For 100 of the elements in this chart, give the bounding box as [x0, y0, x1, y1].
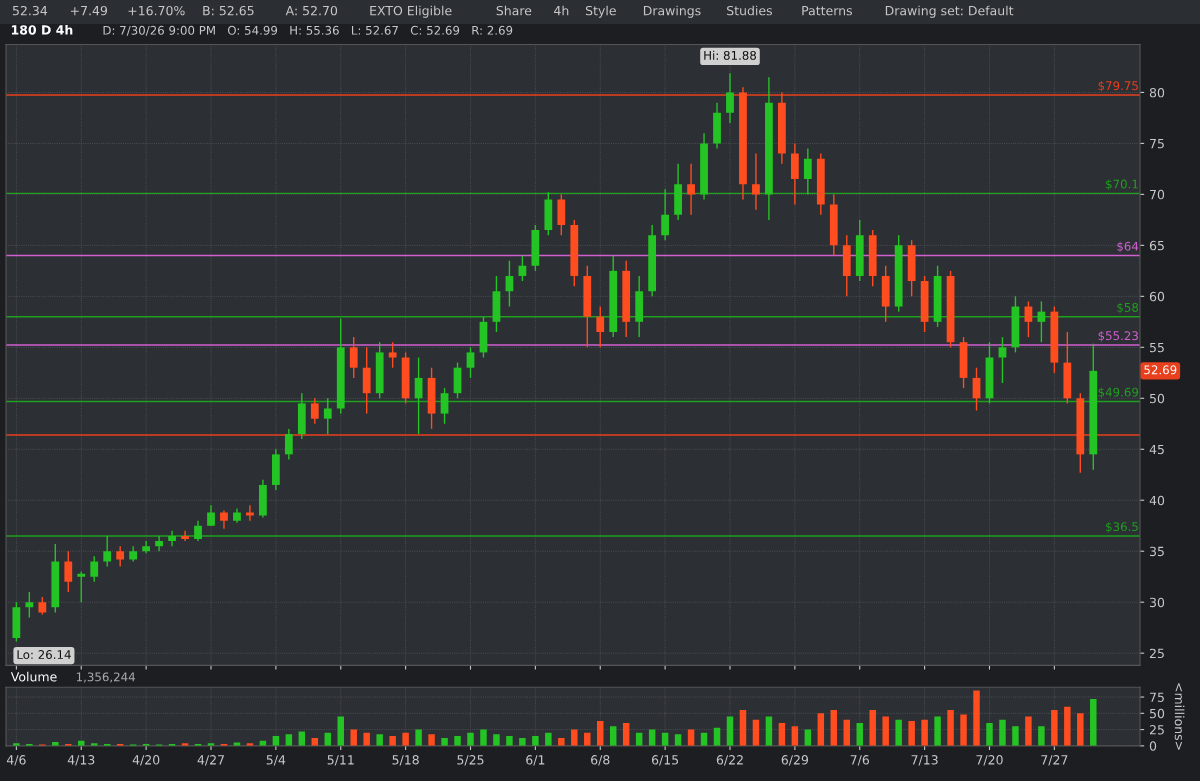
candlestick: [194, 519, 202, 542]
y-tick-label: 75: [1150, 692, 1164, 702]
chart-title: 180 D 4h: [11, 24, 73, 35]
bar: [1077, 713, 1084, 746]
bar: [960, 714, 967, 746]
ref-line-label: $36.5: [1106, 521, 1138, 533]
x-tick-label: 5/25: [457, 755, 484, 766]
ref-line-label: $70.1: [1106, 179, 1138, 191]
text: Patterns: [802, 6, 852, 16]
bar: [1090, 698, 1097, 746]
bar: [921, 719, 928, 746]
y-tick-label: 50: [1149, 708, 1165, 719]
y-tick-label: 25: [1149, 725, 1164, 735]
x-tick-label: 7/20: [976, 755, 1003, 766]
text: +16.70%: [128, 5, 185, 16]
y-tick-label: 35: [1149, 546, 1164, 557]
candlestick: [440, 387, 449, 425]
chart-subtitle: 1,356,244: [76, 672, 136, 683]
candlestick: [103, 535, 112, 568]
y-axis-title: <millions>: [1174, 683, 1185, 750]
x-tick-label: 5/18: [392, 755, 419, 766]
bar: [1012, 726, 1019, 746]
x-tick-label: 7/27: [1041, 755, 1068, 766]
x-tick-label: 6/15: [651, 755, 679, 766]
bar: [532, 736, 539, 746]
text: EXTO Eligible: [370, 5, 452, 18]
bar: [545, 732, 552, 746]
candlestick: [207, 504, 215, 527]
candlestick: [25, 591, 34, 619]
text: Studies: [727, 5, 772, 16]
ref-line-label: $55.23: [1098, 331, 1138, 342]
bar: [856, 723, 863, 746]
candlestick: [181, 530, 189, 542]
bar: [402, 732, 409, 746]
candlestick: [64, 550, 73, 593]
candlestick: [323, 397, 332, 435]
candlestick: [803, 147, 812, 196]
y-tick-label: 70: [1150, 189, 1165, 200]
candlestick: [687, 163, 695, 216]
candlestick: [388, 341, 397, 369]
bar: [415, 729, 422, 746]
candlestick: [1037, 300, 1046, 343]
bar: [609, 726, 617, 746]
bar: [986, 723, 993, 746]
candlestick: [596, 305, 605, 349]
y-tick-label: 40: [1149, 495, 1165, 506]
y-tick-label: 55: [1149, 342, 1164, 353]
bar: [1051, 710, 1058, 746]
x-tick-label: 7/6: [850, 755, 870, 766]
candlestick: [349, 336, 358, 379]
candlestick: [246, 504, 254, 522]
bar: [895, 719, 902, 746]
bar: [934, 716, 941, 746]
chart-subtitle: D: 7/30/26 9:00 PM O: 54.99 H: 55.36 L: 52.67 C: 52.69 R: 2.69: [103, 25, 513, 36]
text: +7.49: [70, 5, 108, 16]
candlestick: [90, 555, 99, 583]
text: B: 52.65: [203, 5, 254, 16]
candlestick: [116, 545, 125, 568]
bar: [869, 710, 876, 746]
x-tick-label: 6/29: [781, 755, 809, 766]
bar: [454, 736, 461, 746]
x-tick-label: 5/11: [327, 755, 354, 766]
bar: [376, 734, 383, 746]
text: Style: [585, 5, 616, 18]
text: A: 52.70: [285, 5, 338, 16]
x-tick-label: 6/8: [591, 755, 610, 766]
bar: [908, 721, 915, 746]
ref-line-label: $58: [1117, 302, 1139, 314]
candlestick: [77, 570, 86, 603]
bar: [467, 732, 474, 746]
y-tick-label: 50: [1149, 393, 1165, 404]
bar: [584, 732, 591, 746]
y-tick-label: 30: [1149, 597, 1165, 608]
bar: [350, 729, 357, 746]
x-tick-label: 6/22: [716, 755, 743, 766]
bar: [882, 716, 889, 746]
candlestick: [466, 346, 475, 379]
chart-title: Volume: [10, 671, 57, 682]
y-tick-label: 60: [1149, 291, 1165, 302]
x-tick-label: 4/27: [197, 755, 224, 766]
candlestick: [310, 397, 319, 425]
bar: [830, 710, 838, 746]
text: 52.34: [12, 5, 48, 16]
candlestick: [284, 428, 293, 461]
text: 4h: [554, 5, 569, 16]
annotation: Lo: 26.14: [17, 650, 71, 660]
candlestick: [168, 530, 176, 547]
bar: [597, 721, 604, 746]
bar: [947, 710, 954, 746]
bar: [817, 713, 825, 746]
text: Drawing set: Default: [885, 5, 1014, 18]
y-tick-label: 45: [1149, 444, 1164, 455]
y-tick-label: 75: [1150, 139, 1164, 149]
bar: [480, 729, 487, 746]
bar: [441, 738, 448, 746]
y-tick-label: 25: [1149, 648, 1164, 659]
y-tick-label: 0: [1149, 741, 1157, 751]
x-tick-label: 4/6: [6, 755, 26, 766]
bar: [1064, 706, 1071, 746]
candlestick: [155, 535, 163, 552]
